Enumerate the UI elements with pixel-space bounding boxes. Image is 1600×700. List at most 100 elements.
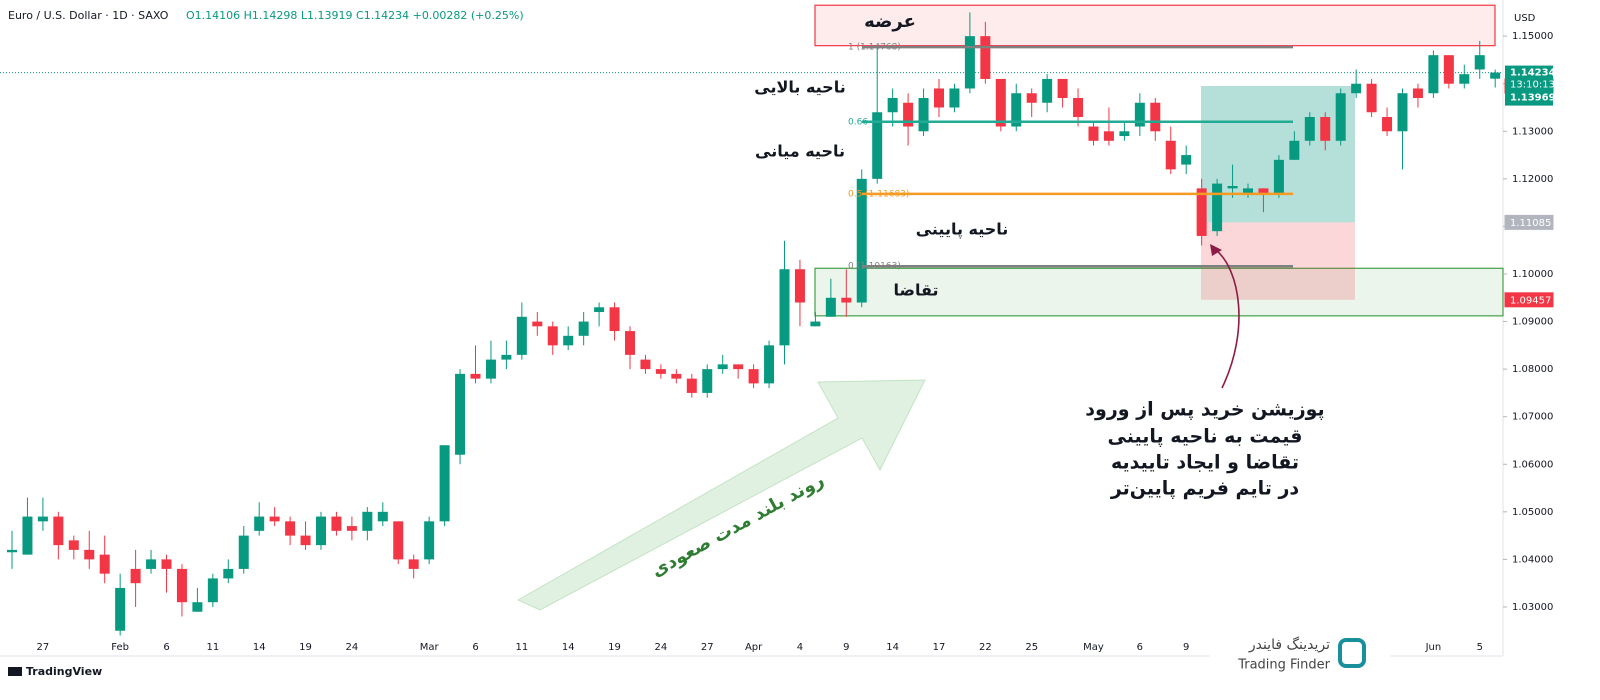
- y-tick-label: 1.04000: [1512, 554, 1553, 565]
- candle-body: [1335, 93, 1346, 141]
- platform-name: TradingView: [26, 665, 102, 678]
- fib-label: 0.5 (1.11683): [848, 189, 909, 199]
- x-tick-label: 6: [1137, 642, 1143, 653]
- candle-body: [779, 269, 790, 346]
- candle-body: [1428, 55, 1439, 94]
- callout-arrowhead: [1210, 244, 1222, 256]
- candle-body: [1011, 93, 1022, 127]
- x-tick-label: 11: [515, 642, 528, 653]
- currency: USD: [1514, 13, 1536, 24]
- x-tick-label: 27: [701, 642, 714, 653]
- candle-body: [1243, 188, 1253, 194]
- x-tick-label: 17: [933, 642, 946, 653]
- candle-body: [99, 554, 110, 574]
- candle-body: [717, 364, 728, 370]
- x-tick-label: 6: [472, 642, 478, 653]
- supply-label: عرضه: [864, 11, 916, 32]
- candle-body: [408, 559, 419, 569]
- candle-body: [53, 516, 64, 546]
- candle-body: [1165, 140, 1176, 170]
- candle-body: [1073, 97, 1084, 118]
- candle-body: [176, 568, 187, 603]
- fib-label: 0.66: [848, 117, 868, 127]
- y-tick-label: 1.13000: [1512, 126, 1553, 137]
- candle-body: [192, 602, 203, 612]
- zones-layer: [0, 4, 1504, 317]
- zone: [814, 267, 1504, 317]
- y-tick-label: 1.10000: [1512, 269, 1553, 280]
- x-tick-label: Apr: [745, 642, 763, 653]
- candle-body: [1088, 126, 1099, 141]
- candle-body: [439, 445, 450, 522]
- overlay-layer: 1 (1.14768) 0.66 0.5 (1.11683) 0 (1.10163): [848, 43, 1293, 272]
- candle-body: [1134, 102, 1145, 127]
- x-tick-label: 27: [37, 642, 50, 653]
- candle-body: [346, 526, 357, 531]
- callout-arrow: [1215, 249, 1240, 389]
- entry-tag: [1504, 214, 1554, 230]
- note-line: تقاضا و ایجاد تاییدیه: [1111, 452, 1299, 474]
- candle-body: [964, 36, 975, 89]
- x-tick-label: 14: [562, 642, 575, 653]
- lower-zone-label: ناحیه پایینی: [916, 220, 1009, 240]
- note-line: در تایم فریم پایین‌تر: [1110, 478, 1300, 500]
- stop-tag-label: 1.09457: [1510, 295, 1551, 306]
- middle-zone-label: ناحیه میانی: [755, 142, 845, 161]
- note-line: قیمت به ناحیه پایینی: [1108, 426, 1303, 448]
- watermark-logo: [1338, 638, 1366, 668]
- candle-body: [702, 369, 713, 393]
- candle-body: [238, 535, 249, 569]
- candle-body: [377, 511, 388, 522]
- candle-body: [161, 559, 172, 569]
- y-tick-label: 1.05000: [1512, 507, 1553, 518]
- candle-body: [903, 102, 914, 127]
- last-price-tag: [1505, 65, 1553, 106]
- candle-body: [532, 321, 543, 327]
- candle-body: [1150, 102, 1161, 132]
- candle-body: [764, 345, 775, 384]
- candle-body: [825, 297, 836, 317]
- candle-body: [918, 97, 929, 132]
- candle-body: [146, 559, 157, 569]
- stop-tag: [1504, 292, 1554, 308]
- candle-body: [810, 321, 821, 327]
- candle-body: [733, 364, 744, 370]
- entry-tag-label: 1.11085: [1510, 218, 1551, 229]
- candle-body: [207, 578, 218, 603]
- x-tick-label: 5: [1477, 642, 1483, 653]
- candle-body: [887, 97, 898, 113]
- candle-body: [285, 521, 296, 536]
- x-tick-label: 9: [843, 642, 849, 653]
- candle-body: [37, 516, 48, 522]
- candle-body: [68, 540, 79, 550]
- candle-body: [1273, 159, 1284, 194]
- x-tick-label: 19: [608, 642, 621, 653]
- x-tick-label: 24: [655, 642, 668, 653]
- trend-arrow: [516, 379, 926, 611]
- y-tick-label: 1.15000: [1512, 31, 1553, 42]
- candle-body: [655, 369, 666, 374]
- candle-body: [223, 568, 234, 579]
- candle-body: [995, 78, 1006, 127]
- x-tick-label: 14: [886, 642, 899, 653]
- candle-body: [22, 516, 33, 555]
- fib-label: 1 (1.14768): [848, 43, 901, 53]
- candle-body: [115, 587, 126, 631]
- x-tick-label: Mar: [420, 642, 440, 653]
- candle-body: [686, 378, 697, 393]
- candle-body: [1258, 188, 1269, 194]
- upper-zone-label: ناحیه بالایی: [754, 78, 845, 97]
- zone: [814, 4, 1496, 47]
- y-tick-label: 1.06000: [1512, 459, 1553, 470]
- candle-body: [516, 316, 527, 355]
- candle-body: [331, 516, 342, 531]
- candle-body: [1119, 131, 1130, 137]
- candle-body: [1412, 88, 1423, 98]
- second-price-label: 1.13969: [1510, 93, 1556, 104]
- fib-label: 0 (1.10163): [848, 262, 901, 272]
- candle-body: [1227, 185, 1238, 189]
- candle-body: [1320, 117, 1331, 141]
- target-zone: [1201, 86, 1355, 223]
